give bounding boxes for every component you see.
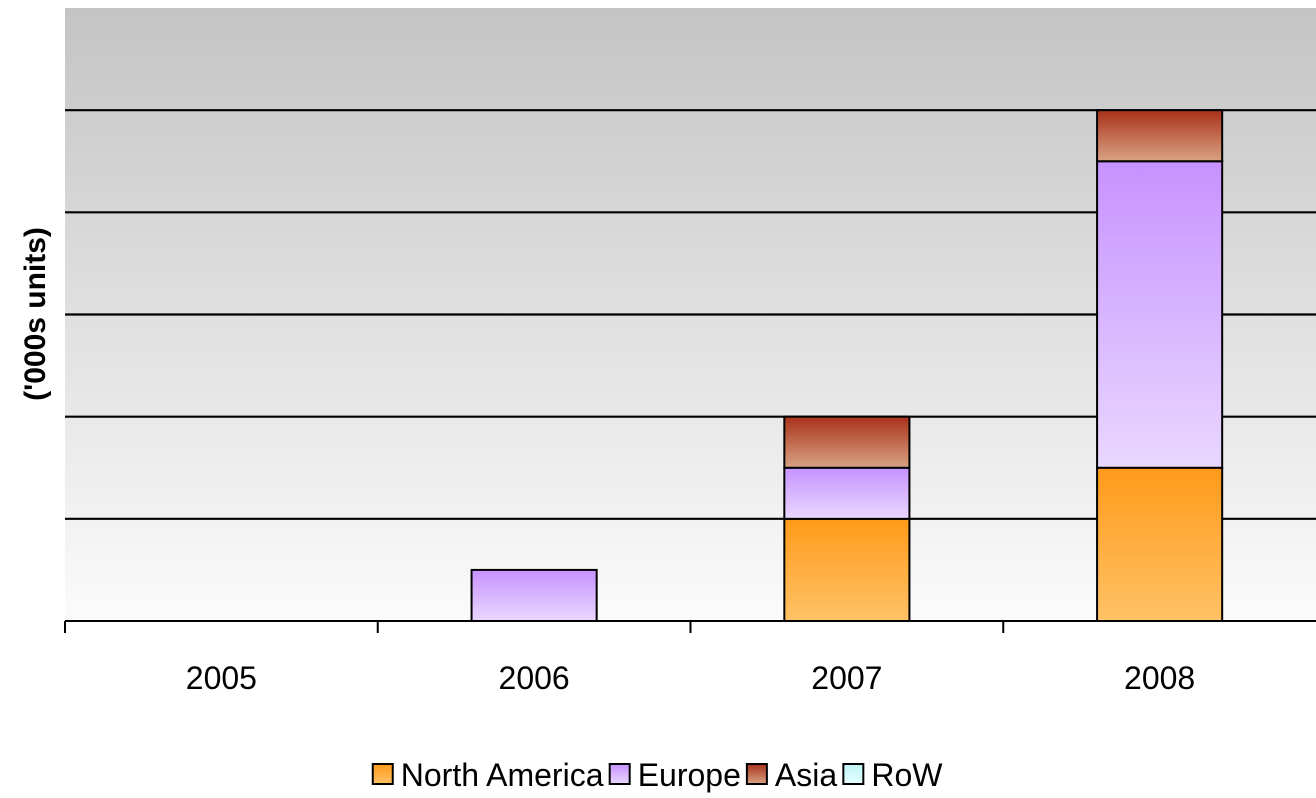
- legend-swatch: [371, 763, 394, 785]
- x-tick-label: 2006: [499, 660, 570, 696]
- x-tick-label: 2008: [1124, 660, 1195, 696]
- legend-item: RoW: [842, 757, 943, 793]
- legend-swatch: [745, 763, 768, 785]
- legend-label: North America: [401, 757, 604, 793]
- bar-segment: [1096, 466, 1224, 622]
- bar-segment: [1096, 109, 1224, 163]
- y-axis-label: ('000s units): [19, 227, 52, 401]
- legend: North America Europe Asia RoW: [371, 757, 943, 793]
- x-tick-labels: 2005 2006 2007 2008: [186, 660, 1195, 696]
- bar-segment: [783, 466, 911, 520]
- legend-label: Asia: [775, 757, 837, 793]
- legend-item: Europe: [608, 757, 741, 793]
- legend-label: Europe: [638, 757, 741, 793]
- bar-segment: [1096, 160, 1224, 469]
- bar-segment: [470, 568, 598, 623]
- legend-label: RoW: [871, 757, 943, 793]
- legend-item: North America: [371, 757, 604, 793]
- x-tick-label: 2007: [811, 660, 882, 696]
- bars: [470, 109, 1224, 623]
- x-axis: [64, 620, 1316, 633]
- bar-segment: [783, 415, 911, 469]
- legend-swatch: [608, 763, 631, 785]
- legend-swatch: [842, 763, 865, 785]
- x-tick-label: 2005: [186, 660, 257, 696]
- bar-segment: [783, 517, 911, 622]
- legend-item: Asia: [745, 757, 837, 793]
